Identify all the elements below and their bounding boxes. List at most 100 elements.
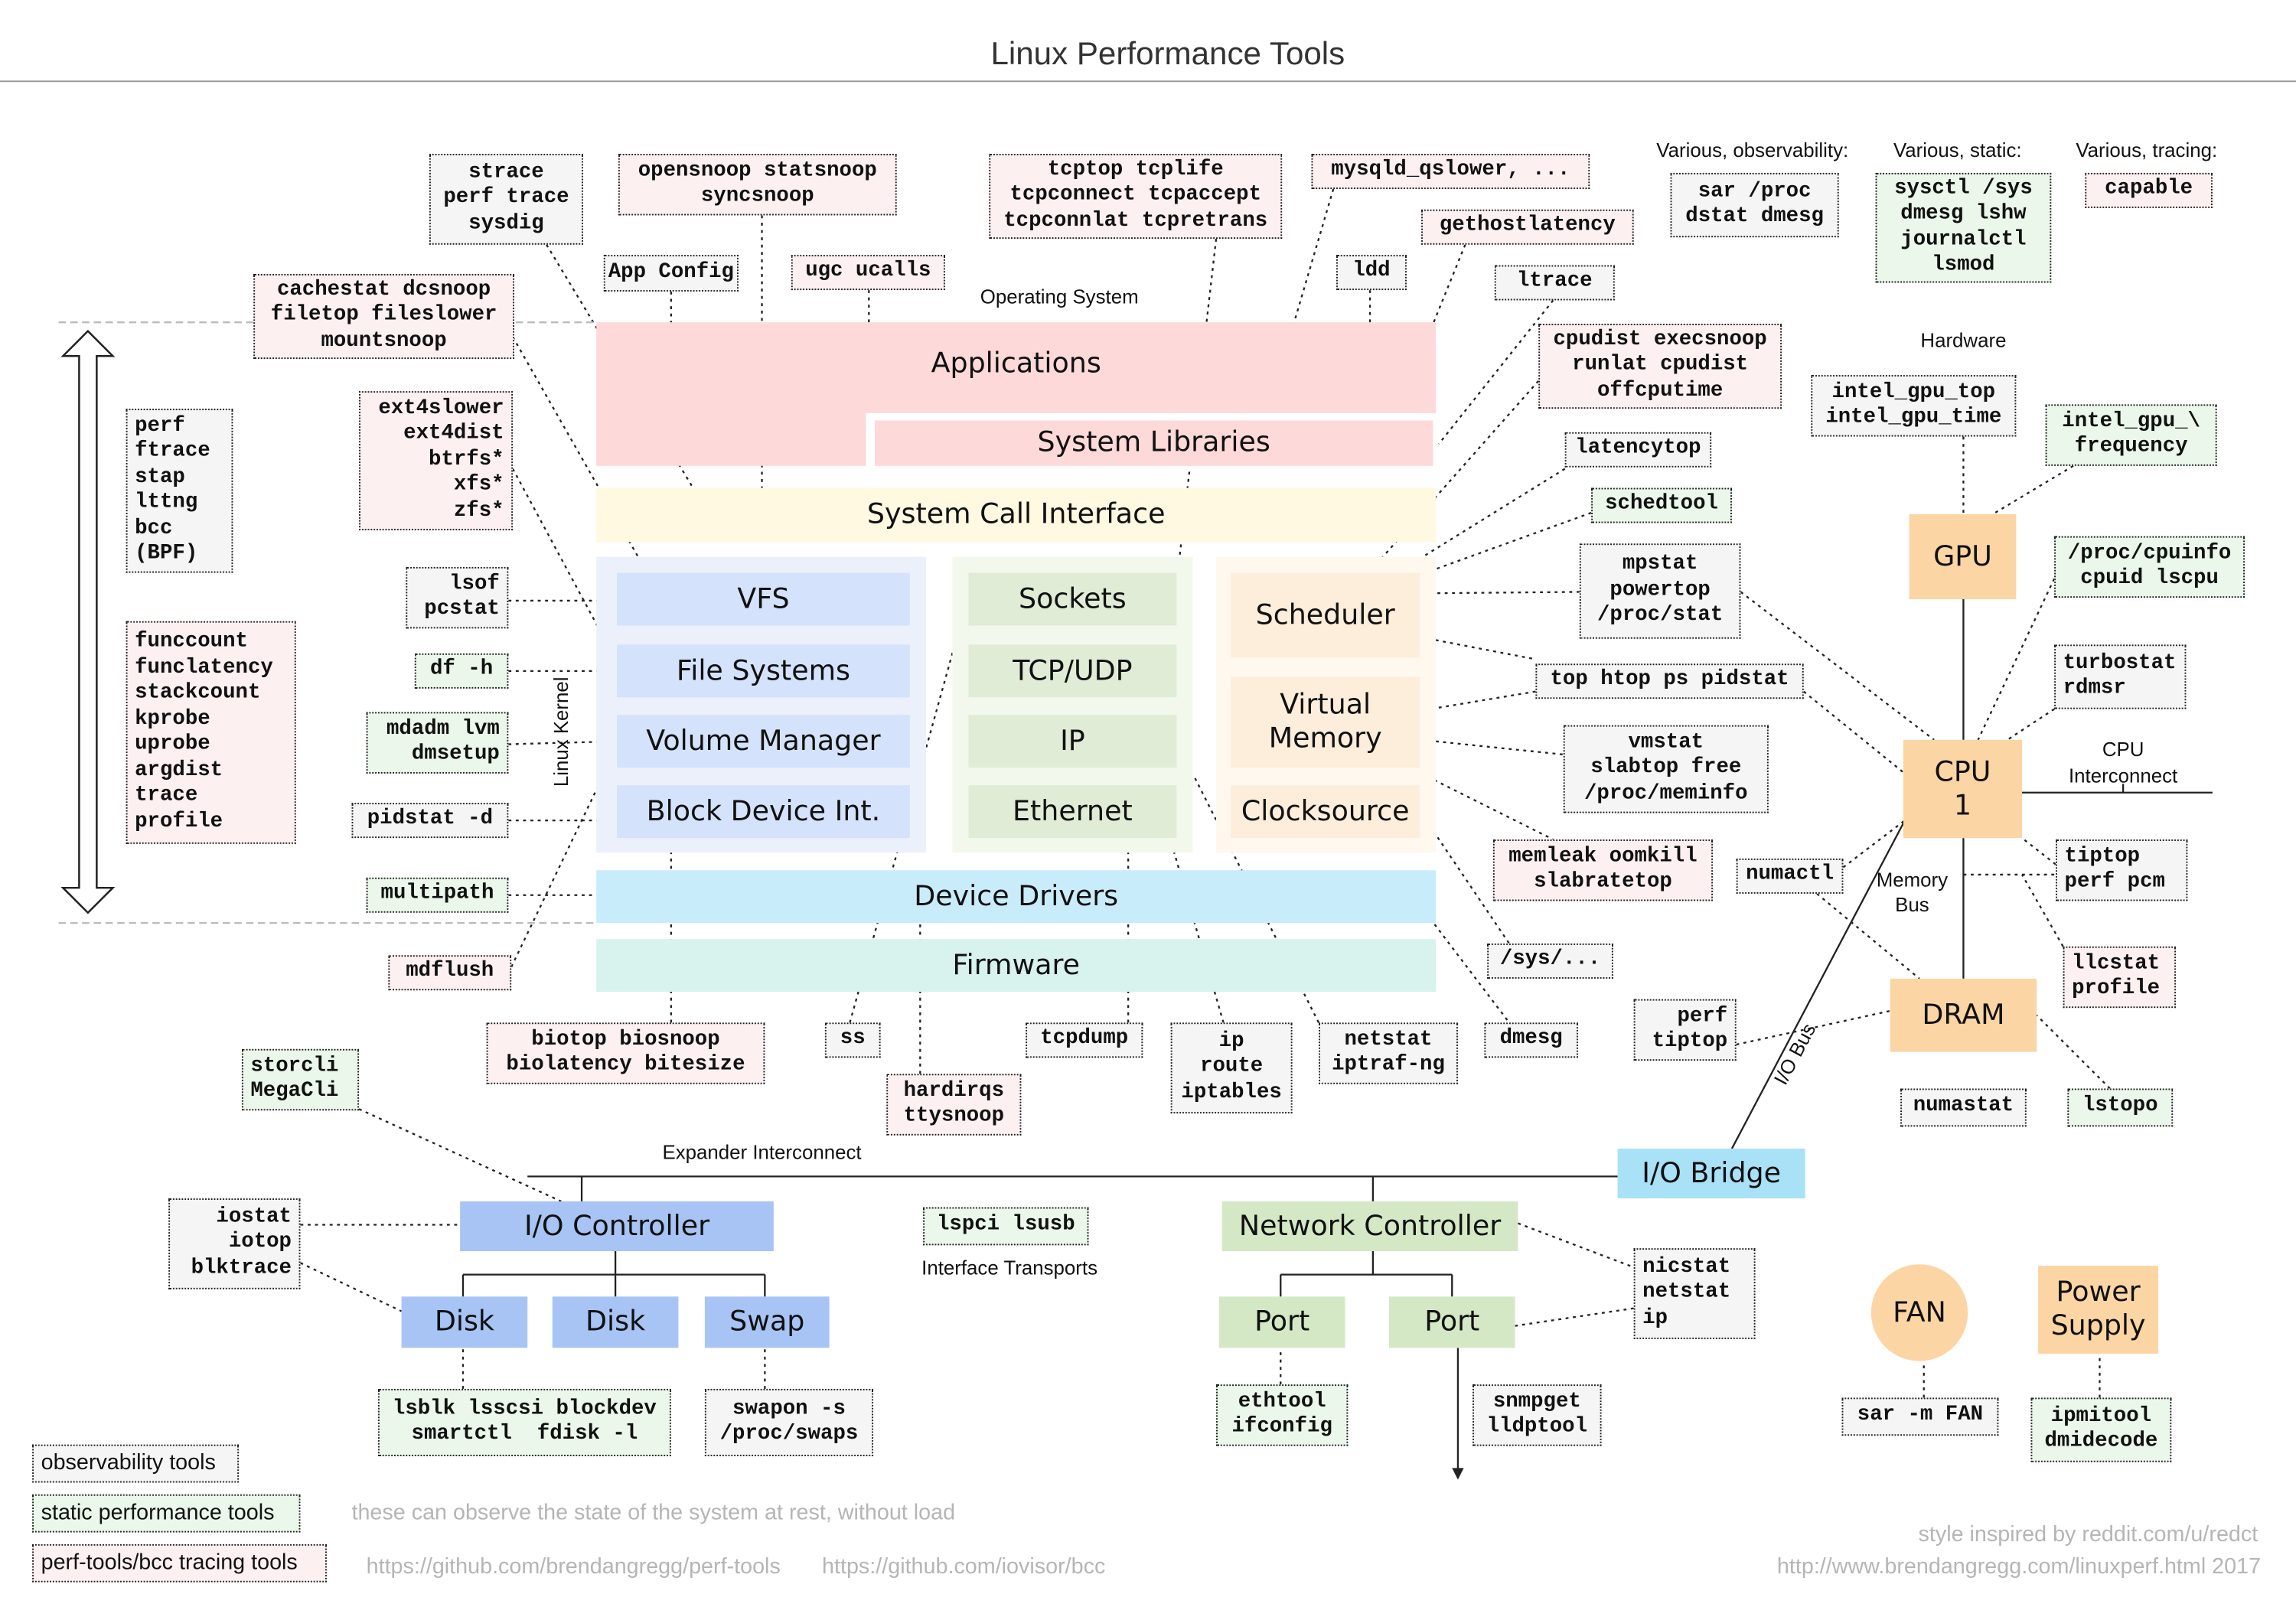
tool-box-tracing: gethostlatency — [1421, 209, 1634, 245]
source-url[interactable]: http://www.brendangregg.com/linuxperf.ht… — [1776, 1554, 2262, 1579]
io-controller-component: I/O Controller — [460, 1201, 774, 1251]
connector-line — [1977, 578, 2056, 741]
disk-component: Disk — [552, 1296, 679, 1348]
tool-box-tracing: hardirqs ttysnoop — [886, 1074, 1022, 1136]
various-observability-label: Various, observability: — [1656, 139, 1849, 161]
tool-box-tracing: cachestat dcsnoop filetop fileslower mount… — [253, 274, 514, 360]
tool-name: ext4slower — [378, 396, 504, 420]
ethernet-layer: Ethernet — [968, 785, 1177, 839]
tool-box-static: multipath — [366, 877, 509, 913]
credit-note: style inspired by reddit.com/u/redct — [1918, 1522, 2258, 1547]
tool-name: intel_gpu_\ — [2062, 409, 2200, 433]
system-libraries-layer: System Libraries — [874, 420, 1433, 466]
io-bus — [1730, 820, 1906, 1149]
tool-box-observability: tiptop perf pcm — [2056, 839, 2188, 901]
static-note: these can observe the state of the syste… — [351, 1500, 956, 1525]
tool-name: sar /proc — [1698, 179, 1812, 204]
cpu-interconnect-label: CPU Interconnect — [2069, 737, 2177, 790]
tool-name: sar -m FAN — [1857, 1403, 1984, 1428]
tool-name: memleak oomkill — [1508, 844, 1698, 869]
tool-name: lspci lsusb — [936, 1213, 1075, 1237]
tool-name: numactl — [1746, 863, 1835, 887]
tool-box-static: sysctl /sys dmesg lshw journalctl lsmod — [1875, 172, 2052, 283]
clocksource-layer: Clocksource — [1231, 785, 1420, 839]
tool-box-observability: ltrace — [1494, 265, 1615, 301]
tool-box-observability: tcpdump — [1026, 1022, 1143, 1058]
firmware-layer: Firmware — [596, 939, 1437, 993]
tool-box-static: mdadm lvm dmsetup — [366, 712, 509, 774]
tool-name: vmstat — [1628, 730, 1704, 755]
tool-box-observability: pidstat -d — [351, 803, 509, 839]
tool-name: smartctl fdisk -l — [411, 1422, 638, 1446]
tool-box-tracing: tcptop tcplife tcpconnect tcpaccept tcpcon… — [989, 154, 1283, 240]
tool-name: zfs* — [453, 499, 504, 523]
tool-name: /proc/stat — [1596, 604, 1724, 627]
tool-name: iptraf-ng — [1332, 1053, 1445, 1077]
tool-name: tcptop tcplife — [1047, 158, 1224, 181]
tool-name: netstat — [1344, 1028, 1433, 1051]
tool-name: blktrace — [191, 1257, 292, 1280]
tool-name: pidstat -d — [367, 807, 494, 832]
tool-name: ldd — [1352, 259, 1391, 283]
disk-component: Disk — [401, 1296, 528, 1348]
legend-observability: observability tools — [32, 1444, 240, 1483]
tool-name: dstat dmesg — [1685, 205, 1824, 229]
double-arrow-icon — [60, 329, 116, 914]
virtual-memory-label-2: Memory — [1268, 722, 1382, 755]
tool-box-observability: turbostat rdmsr — [2054, 644, 2187, 709]
port-component: Port — [1218, 1296, 1345, 1348]
tool-name: dmesg — [1499, 1027, 1563, 1051]
tool-name: /proc/swaps — [719, 1422, 859, 1446]
legend-tracing: perf-tools/bcc tracing tools — [32, 1543, 327, 1583]
tool-name: df -h — [429, 658, 494, 682]
connector-line — [1369, 380, 1540, 572]
tool-box-static: /proc/cpuinfo cpuid lscpu — [2054, 536, 2245, 598]
hardware-label: Hardware — [1920, 329, 2007, 352]
various-static-label: Various, static: — [1893, 139, 2022, 161]
tool-name: turbostat — [2063, 650, 2177, 675]
title-rule — [0, 80, 2296, 83]
connector-line — [299, 1262, 403, 1312]
tool-name: ss — [840, 1027, 866, 1051]
tool-box-tracing: biotop biosnoop biolatency bitesize — [486, 1022, 765, 1084]
tool-name: slabtop free — [1590, 756, 1742, 780]
tool-name: perf — [1677, 1004, 1728, 1028]
applications-label: Applications — [931, 346, 1101, 379]
tool-name: intel_gpu_time — [1825, 406, 2002, 429]
tool-name: powertop — [1609, 578, 1711, 602]
perf-tools-url[interactable]: https://github.com/brendangregg/perf-too… — [366, 1554, 781, 1579]
connector-line — [1992, 464, 2074, 515]
tool-box-tracing: cpudist execsnoop runlat cpudist offcputim… — [1538, 324, 1782, 409]
tool-name: profile — [135, 809, 223, 833]
tool-name: journalctl — [1900, 227, 2027, 252]
tool-box-static: lspci lsusb — [923, 1207, 1089, 1246]
bcc-url[interactable]: https://github.com/iovisor/bcc — [822, 1554, 1106, 1579]
tool-name: lsof — [449, 572, 500, 596]
tool-box-tracing: ext4slower ext4dist btrfs* xfs* zfs* — [359, 391, 514, 531]
tool-box-observability: intel_gpu_top intel_gpu_time — [1811, 375, 2017, 437]
tool-name: /proc/meminfo — [1583, 781, 1748, 806]
io-bridge-component: I/O Bridge — [1617, 1148, 1805, 1199]
connector-line — [1420, 772, 1554, 841]
port-component: Port — [1388, 1296, 1515, 1348]
tool-box-observability: ss — [824, 1022, 881, 1058]
operating-system-label: Operating System — [980, 285, 1139, 308]
tool-box-static: lsblk lsscsi blockdev smartctl fdisk -l — [377, 1388, 671, 1457]
tool-name: lsmod — [1932, 253, 1995, 277]
cpu-component: CPU 1 — [1903, 739, 2023, 839]
tool-box-static: ethtool ifconfig — [1216, 1384, 1349, 1446]
tool-box-tracing: opensnoop statsnoop syncsnoop — [618, 154, 897, 216]
tool-name: btrfs* — [429, 448, 504, 471]
legend-static: static performance tools — [32, 1494, 301, 1533]
tool-name: MegaCli — [250, 1079, 339, 1103]
vfs-layer: VFS — [617, 572, 910, 626]
tool-name: xfs* — [453, 473, 504, 497]
tool-name: ip — [1642, 1306, 1668, 1330]
tool-name: mysqld_qslower, ... — [1331, 158, 1570, 182]
tool-name: ifconfig — [1231, 1415, 1332, 1439]
tool-name: tcpdump — [1040, 1027, 1129, 1051]
tool-name: kprobe — [135, 706, 210, 731]
tool-box-observability: latencytop — [1564, 432, 1712, 468]
tool-box-observability: strace perf trace sysdig — [429, 154, 583, 245]
tool-name: nicstat — [1642, 1255, 1731, 1279]
